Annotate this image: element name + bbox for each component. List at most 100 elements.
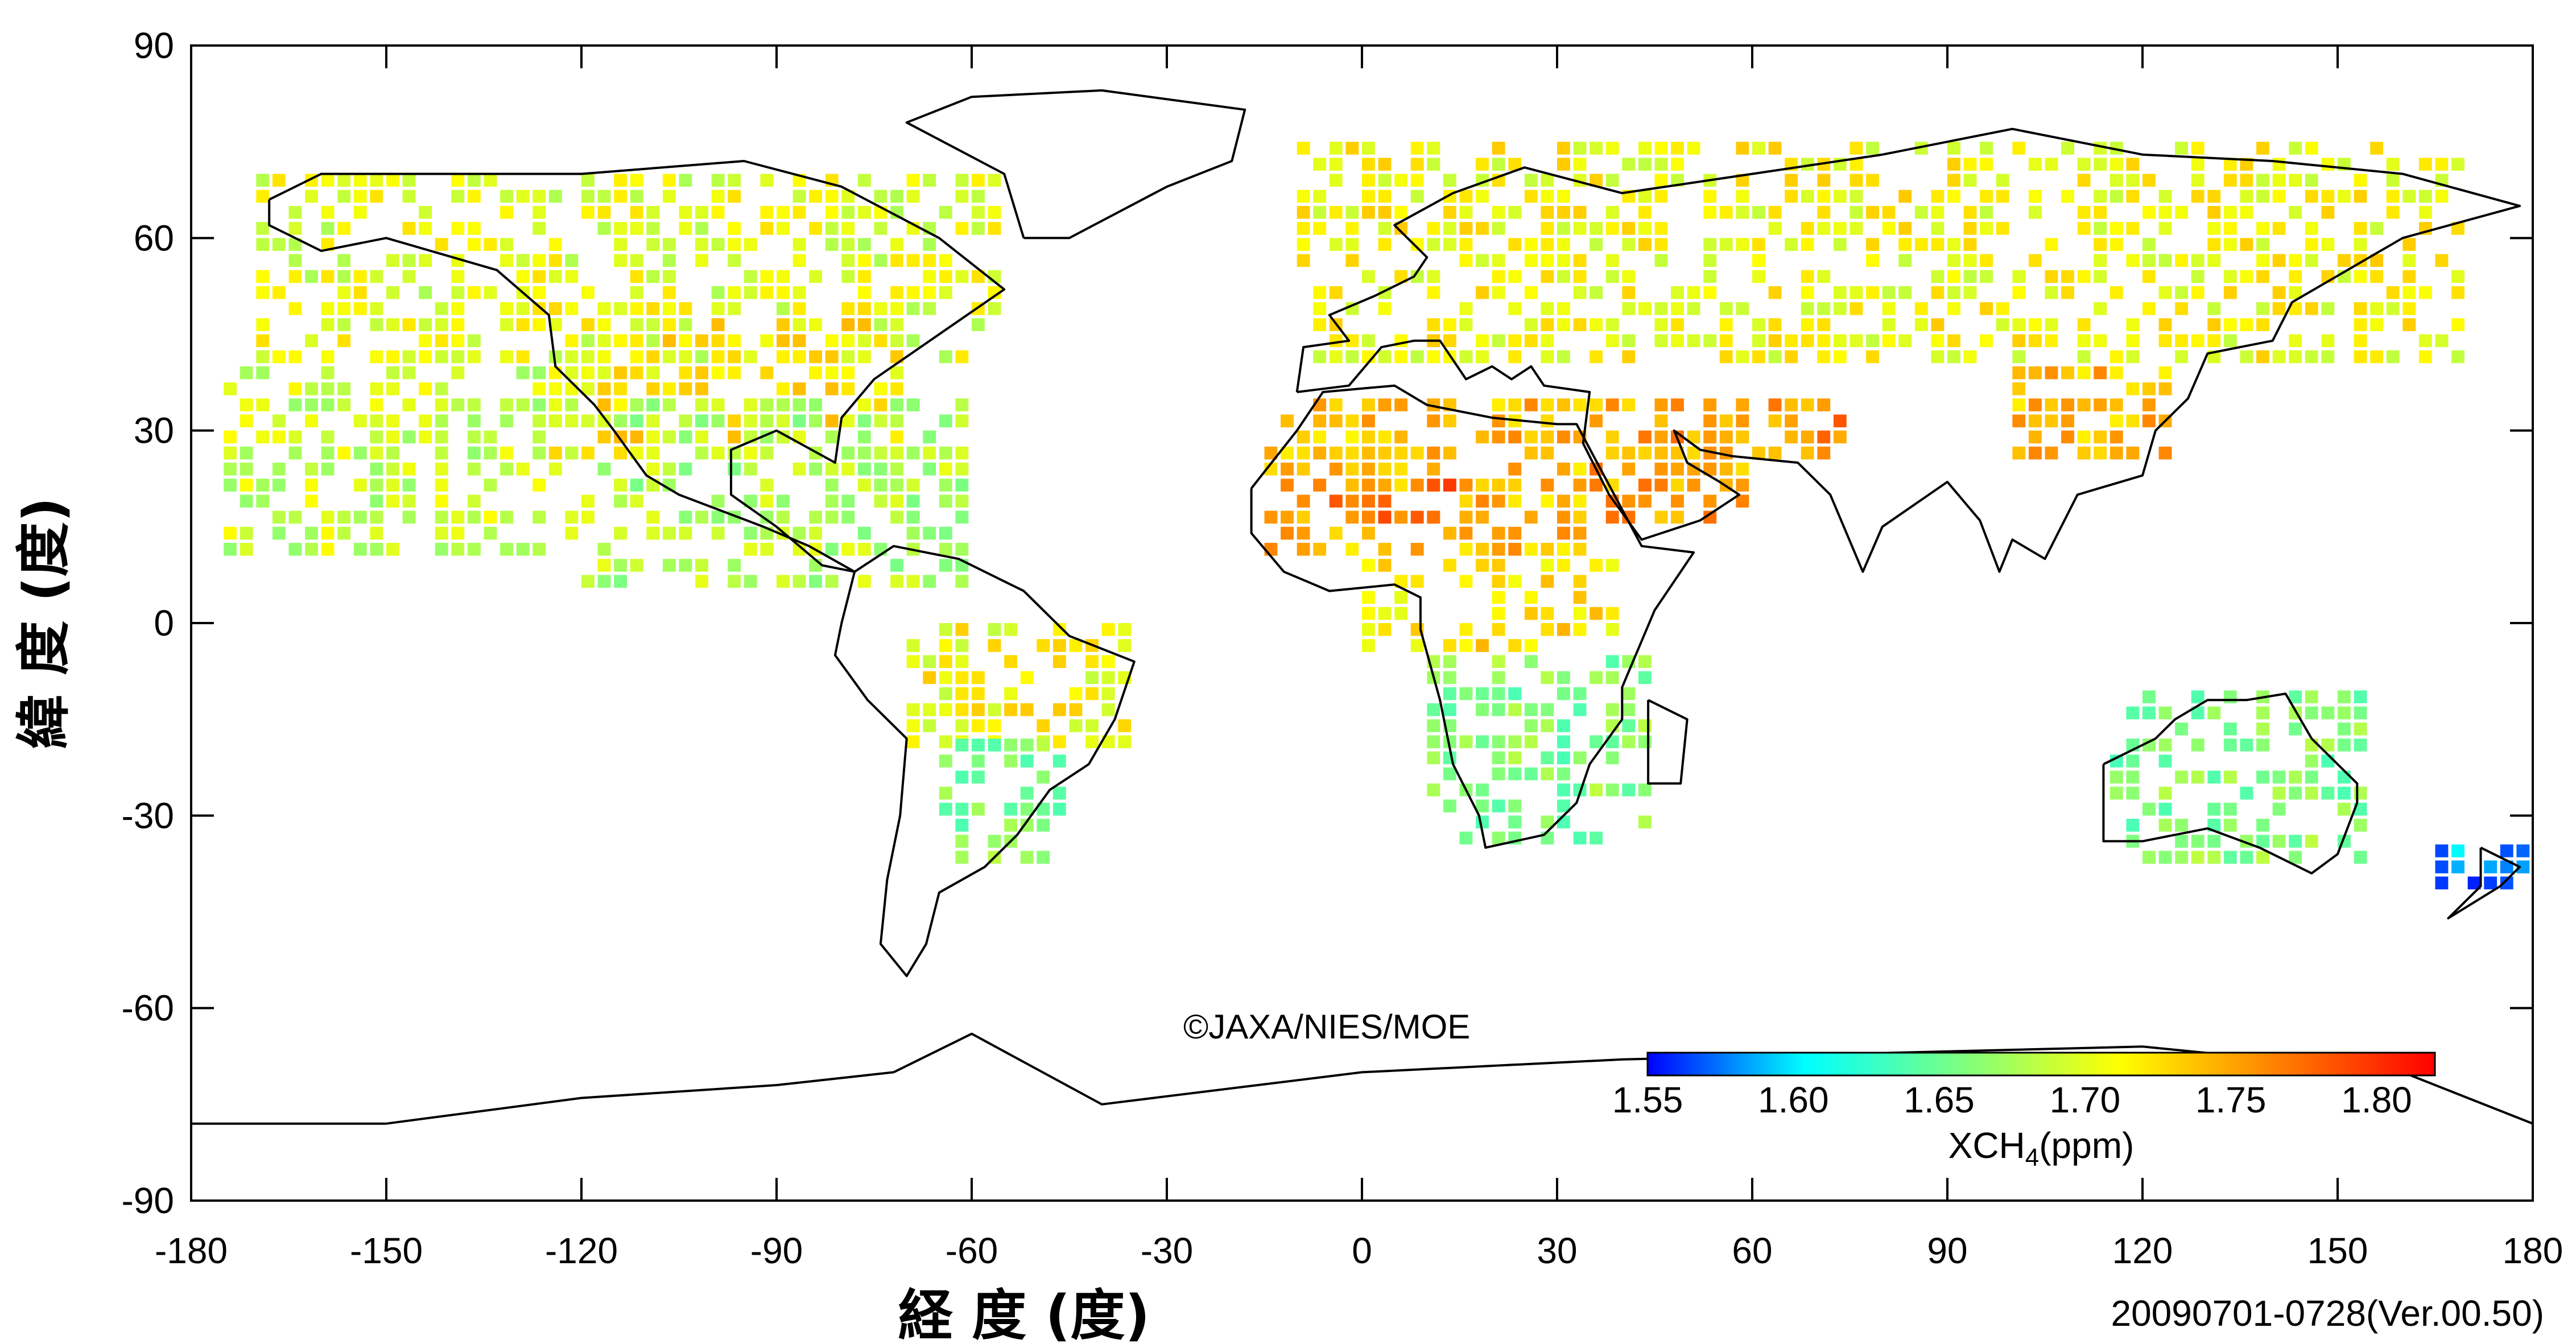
data-cell xyxy=(988,739,1001,752)
data-cell xyxy=(1590,479,1603,492)
data-cell xyxy=(646,334,660,348)
data-cell xyxy=(2223,851,2237,864)
data-cell xyxy=(1947,158,1960,171)
y-tick-label: 60 xyxy=(134,217,174,258)
data-cell xyxy=(2158,739,2172,752)
data-cell xyxy=(2109,430,2123,444)
coastline-path xyxy=(905,89,1246,240)
data-cell xyxy=(2175,302,2189,315)
data-cell xyxy=(1362,189,1375,203)
data-cell xyxy=(581,318,595,331)
data-cell xyxy=(435,302,448,315)
data-cell xyxy=(1687,142,1700,155)
data-cell xyxy=(1817,189,1831,203)
data-cell xyxy=(2256,318,2269,331)
data-cell xyxy=(646,318,660,331)
data-cell xyxy=(2272,158,2286,171)
data-cell xyxy=(1492,158,1505,171)
data-cell xyxy=(777,286,790,299)
data-cell xyxy=(809,366,823,380)
data-cell xyxy=(1345,430,1359,444)
data-cell xyxy=(1654,222,1668,235)
data-cell xyxy=(2028,318,2042,331)
colorbar-tick-label: 1.70 xyxy=(2050,1079,2121,1120)
data-cell xyxy=(760,270,774,283)
data-cell xyxy=(1590,318,1603,331)
data-cell xyxy=(256,398,270,411)
data-cell xyxy=(1020,786,1034,800)
data-cell xyxy=(2207,851,2221,864)
data-cell xyxy=(1654,158,1668,171)
data-cell xyxy=(1052,703,1066,716)
data-cell xyxy=(955,494,969,508)
data-cell xyxy=(1427,510,1440,524)
data-cell xyxy=(1882,318,1896,331)
data-cell xyxy=(1329,398,1343,411)
data-cell xyxy=(305,526,318,540)
data-cell xyxy=(2077,430,2091,444)
data-cell xyxy=(370,398,383,411)
data-cell xyxy=(1703,270,1717,283)
data-cell xyxy=(777,334,790,348)
data-cell xyxy=(2386,158,2400,171)
data-cell xyxy=(1020,851,1034,864)
data-cell xyxy=(1378,494,1392,508)
data-cell xyxy=(353,510,367,524)
data-cell xyxy=(1557,767,1570,781)
data-cell xyxy=(841,414,855,428)
data-cell xyxy=(2142,302,2156,315)
data-cell xyxy=(1329,174,1343,187)
data-cell xyxy=(679,526,692,540)
data-cell xyxy=(1573,158,1587,171)
data-cell xyxy=(1492,623,1505,636)
data-cell xyxy=(419,222,432,235)
data-cell xyxy=(1736,414,1749,428)
data-cell xyxy=(1622,270,1636,283)
data-cell xyxy=(2321,205,2335,219)
data-cell xyxy=(1541,767,1554,781)
data-cell xyxy=(1427,286,1440,299)
data-cell xyxy=(305,398,318,411)
data-cell xyxy=(2109,286,2123,299)
data-cell xyxy=(272,414,286,428)
data-cell xyxy=(256,479,270,492)
data-cell xyxy=(923,655,936,668)
data-cell xyxy=(809,575,823,588)
data-cell xyxy=(2028,430,2042,444)
data-cell xyxy=(1963,270,1977,283)
data-cell xyxy=(2126,174,2140,187)
data-cell xyxy=(532,366,546,380)
data-cell xyxy=(1297,446,1310,460)
x-tick-label: -150 xyxy=(350,1230,423,1271)
data-cell xyxy=(386,463,399,476)
data-cell xyxy=(972,770,985,784)
data-cell xyxy=(1557,526,1570,540)
data-cell xyxy=(1297,494,1310,508)
data-cell xyxy=(435,526,448,540)
data-cell xyxy=(1866,142,1879,155)
data-cell xyxy=(1345,142,1359,155)
data-cell xyxy=(1557,815,1570,828)
data-cell xyxy=(1557,270,1570,283)
data-cell xyxy=(2158,254,2172,267)
data-cell xyxy=(1524,189,1538,203)
data-cell xyxy=(2094,254,2107,267)
data-cell xyxy=(1557,318,1570,331)
data-cell xyxy=(1329,463,1343,476)
data-cell xyxy=(1492,751,1505,765)
data-cell xyxy=(1427,350,1440,364)
data-cell xyxy=(1329,350,1343,364)
data-cell xyxy=(1622,463,1636,476)
data-cell xyxy=(2272,786,2286,800)
data-cell xyxy=(792,463,806,476)
data-cell xyxy=(581,366,595,380)
x-tick-label: -30 xyxy=(1141,1230,1194,1271)
data-cell xyxy=(1703,494,1717,508)
data-cell xyxy=(370,302,383,315)
data-cell xyxy=(370,270,383,283)
data-cell xyxy=(744,543,757,556)
data-cell xyxy=(451,366,465,380)
data-cell xyxy=(1459,238,1473,251)
data-cell xyxy=(337,174,351,187)
data-cell xyxy=(1476,687,1489,700)
